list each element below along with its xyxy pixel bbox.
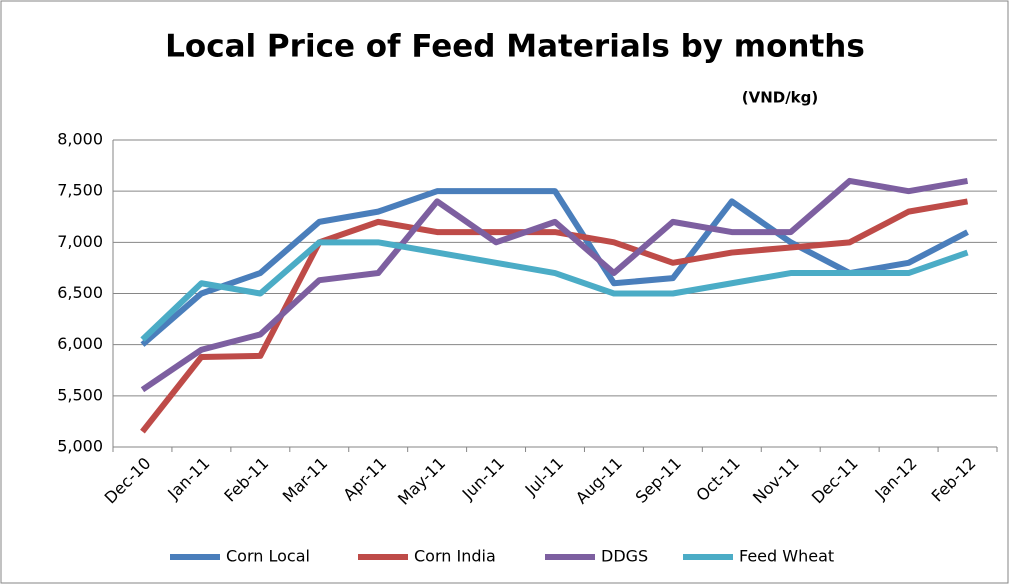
- legend-label: DDGS: [601, 547, 648, 566]
- y-tick-label: 5,000: [57, 437, 103, 456]
- chart-subtitle: (VND/kg): [742, 89, 819, 107]
- chart-title: Local Price of Feed Materials by months: [165, 29, 865, 65]
- legend-label: Feed Wheat: [739, 547, 834, 566]
- series-line: [140, 177, 969, 393]
- y-tick-label: 7,000: [57, 232, 103, 251]
- series-line: [140, 188, 969, 347]
- legend-label: Corn Local: [226, 547, 310, 566]
- series-line: [140, 239, 969, 342]
- y-tick-label: 6,500: [57, 283, 103, 302]
- legend-label: Corn India: [414, 547, 496, 566]
- y-tick-label: 5,500: [57, 385, 103, 404]
- y-tick-label: 8,000: [57, 130, 103, 149]
- y-tick-label: 7,500: [57, 181, 103, 200]
- y-tick-label: 6,000: [57, 334, 103, 353]
